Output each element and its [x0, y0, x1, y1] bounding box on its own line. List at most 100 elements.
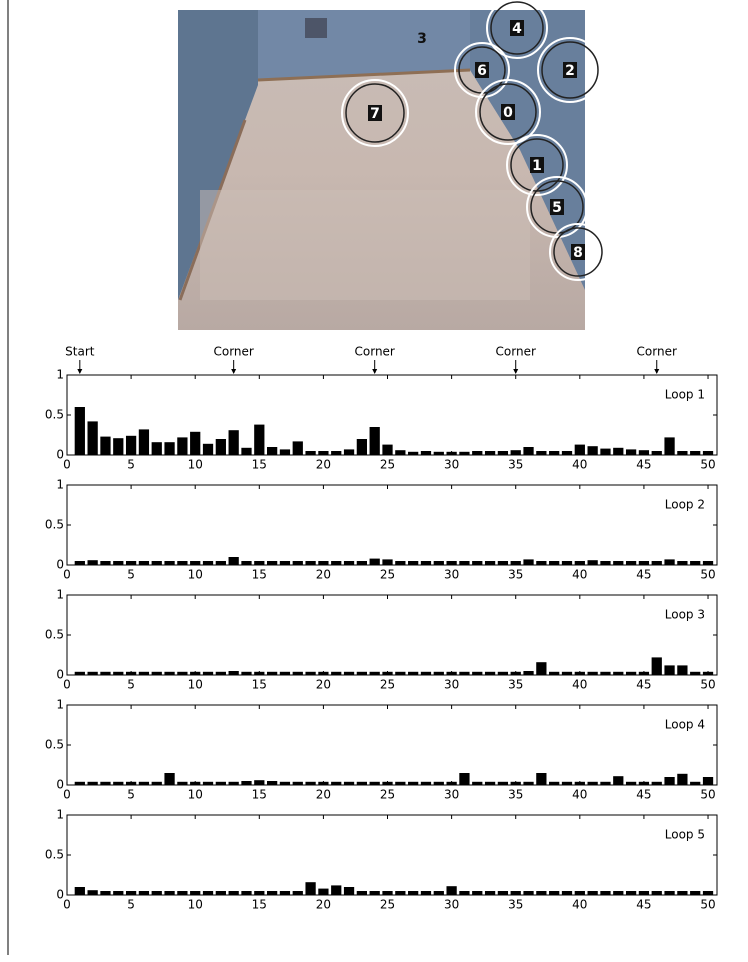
bar	[216, 439, 226, 455]
landmark-label: 1	[532, 158, 542, 174]
bar	[370, 891, 380, 895]
bar	[344, 449, 354, 455]
bar	[459, 561, 469, 565]
bar	[536, 662, 546, 675]
bar	[395, 561, 405, 565]
bar	[575, 782, 585, 785]
bar	[408, 891, 418, 895]
bar	[331, 451, 341, 455]
bar	[267, 672, 277, 675]
bar	[600, 891, 610, 895]
bar	[472, 891, 482, 895]
landmark-label: 8	[573, 245, 583, 261]
plot-frame	[67, 485, 717, 565]
bar	[613, 672, 623, 675]
bar	[652, 657, 662, 675]
bar	[395, 891, 405, 895]
bar	[511, 891, 521, 895]
bar	[434, 452, 444, 455]
bar	[203, 782, 213, 785]
bar	[190, 432, 200, 455]
x-tick-label: 50	[700, 568, 715, 582]
bar	[382, 782, 392, 785]
bar	[588, 560, 598, 565]
bar	[664, 437, 674, 455]
bar	[434, 782, 444, 785]
marker-label: Start	[65, 345, 95, 359]
bar	[562, 891, 572, 895]
panel-label: Loop 2	[665, 498, 705, 512]
bar	[446, 782, 456, 785]
bar	[370, 559, 380, 565]
y-tick-label: 0	[56, 888, 64, 902]
bar	[267, 447, 277, 455]
x-tick-label: 35	[508, 898, 523, 912]
bar	[75, 407, 85, 455]
bar	[664, 891, 674, 895]
bar	[357, 672, 367, 675]
bar	[575, 445, 585, 455]
bar	[203, 561, 213, 565]
bar	[216, 561, 226, 565]
panel-label: Loop 1	[665, 388, 705, 402]
bar	[331, 672, 341, 675]
marker-arrowhead	[654, 369, 659, 374]
bar	[613, 448, 623, 455]
bar	[370, 672, 380, 675]
marker-arrowhead	[372, 369, 377, 374]
x-tick-label: 50	[700, 898, 715, 912]
bar	[639, 672, 649, 675]
marker-arrowhead	[231, 369, 236, 374]
x-tick-label: 5	[127, 788, 135, 802]
bar	[75, 887, 85, 895]
x-tick-label: 50	[700, 788, 715, 802]
bar	[703, 672, 713, 675]
x-tick-label: 5	[127, 898, 135, 912]
y-tick-label: 0.5	[45, 518, 64, 532]
bar	[703, 451, 713, 455]
bar	[113, 891, 123, 895]
marker-arrowhead	[77, 369, 82, 374]
bar	[498, 672, 508, 675]
x-tick-label: 40	[572, 788, 587, 802]
bar	[703, 777, 713, 785]
bar	[139, 672, 149, 675]
bar	[280, 672, 290, 675]
bar	[241, 891, 251, 895]
marker-label: Corner	[355, 345, 395, 359]
bar	[626, 782, 636, 785]
bar	[434, 891, 444, 895]
x-tick-label: 45	[636, 458, 651, 472]
bar	[523, 559, 533, 565]
bar	[267, 891, 277, 895]
bar	[600, 561, 610, 565]
bar	[177, 672, 187, 675]
bar	[459, 891, 469, 895]
x-tick-label: 15	[252, 788, 267, 802]
bar	[177, 891, 187, 895]
bar	[639, 561, 649, 565]
bar	[459, 773, 469, 785]
bar	[549, 672, 559, 675]
plot-frame	[67, 815, 717, 895]
bar	[677, 891, 687, 895]
bar	[639, 450, 649, 455]
x-tick-label: 35	[508, 458, 523, 472]
bar	[613, 891, 623, 895]
bar	[152, 442, 162, 455]
bar	[421, 672, 431, 675]
bar	[229, 891, 239, 895]
bar	[280, 891, 290, 895]
x-tick-label: 10	[188, 458, 203, 472]
x-tick-label: 30	[444, 568, 459, 582]
bar	[562, 451, 572, 455]
bar	[421, 782, 431, 785]
bar	[293, 891, 303, 895]
y-tick-label: 0	[56, 448, 64, 462]
bar	[690, 891, 700, 895]
bar	[164, 773, 174, 785]
bar	[190, 891, 200, 895]
bar	[652, 782, 662, 785]
x-tick-label: 0	[63, 788, 71, 802]
bar	[344, 561, 354, 565]
